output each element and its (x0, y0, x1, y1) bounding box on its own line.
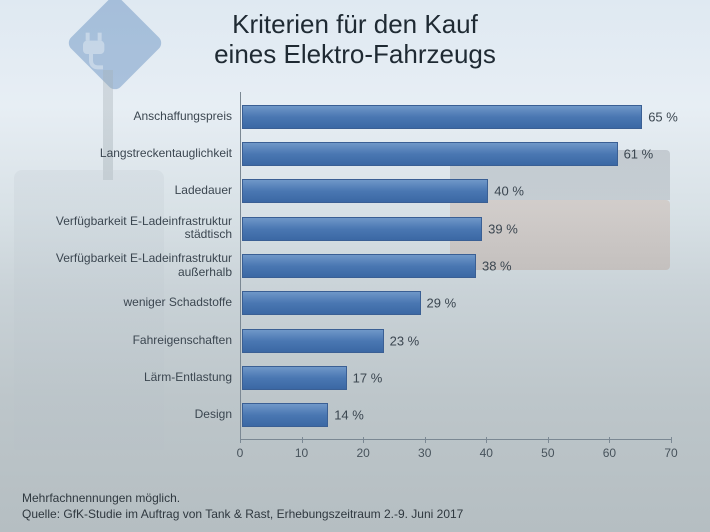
bar (242, 329, 384, 353)
category-label: Ladedauer (28, 184, 232, 198)
x-tick-label: 10 (295, 446, 308, 460)
bar (242, 142, 618, 166)
x-tick-label: 20 (356, 446, 369, 460)
category-label: Anschaffungspreis (28, 110, 232, 124)
x-tick-label: 70 (664, 446, 677, 460)
x-tick-label: 50 (541, 446, 554, 460)
chart-footer: Mehrfachnennungen möglich. Quelle: GfK-S… (22, 490, 463, 522)
x-tick-label: 60 (603, 446, 616, 460)
bar-row: Design 14 % (28, 401, 672, 429)
bar-row: Verfügbarkeit E-Ladeinfrastruktur städti… (28, 215, 672, 243)
bar (242, 254, 476, 278)
bar-rows: Anschaffungspreis65 % Langstreckentauglic… (28, 92, 672, 440)
bar-row: weniger Schadstoffe 29 % (28, 289, 672, 317)
value-label: 39 % (488, 221, 518, 236)
category-label: weniger Schadstoffe (28, 296, 232, 310)
x-tick-label: 0 (237, 446, 244, 460)
category-label: Verfügbarkeit E-Ladeinfrastruktur außerh… (28, 252, 232, 280)
value-label: 40 % (494, 184, 524, 199)
chart-title: Kriterien für den Kauf eines Elektro-Fah… (0, 10, 710, 70)
bar (242, 179, 488, 203)
value-label: 23 % (390, 333, 420, 348)
bar (242, 217, 482, 241)
category-label: Design (28, 408, 232, 422)
category-label: Fahreigenschaften (28, 334, 232, 348)
value-label: 38 % (482, 259, 512, 274)
bar (242, 403, 328, 427)
value-label: 29 % (427, 296, 457, 311)
bar-row: Lärm-Entlastung 17 % (28, 364, 672, 392)
bar (242, 366, 347, 390)
chart-title-line1: Kriterien für den Kauf (0, 10, 710, 40)
bar-row: Anschaffungspreis65 % (28, 103, 672, 131)
category-label: Lärm-Entlastung (28, 371, 232, 385)
bar-row: Verfügbarkeit E-Ladeinfrastruktur außerh… (28, 252, 672, 280)
value-label: 14 % (334, 408, 364, 423)
value-label: 65 % (648, 109, 678, 124)
x-axis-ticks: 010203040506070 (240, 440, 672, 468)
bar-row: Langstreckentauglichkeit 61 % (28, 140, 672, 168)
chart-title-line2: eines Elektro-Fahrzeugs (0, 40, 710, 70)
chart-canvas: Kriterien für den Kauf eines Elektro-Fah… (0, 0, 710, 532)
x-tick-label: 30 (418, 446, 431, 460)
category-label: Langstreckentauglichkeit (28, 147, 232, 161)
bar-chart: 010203040506070 Anschaffungspreis65 %Lan… (28, 92, 682, 468)
bar (242, 105, 642, 129)
bar (242, 291, 421, 315)
footer-line2: Quelle: GfK-Studie im Auftrag von Tank &… (22, 506, 463, 522)
bar-row: Ladedauer 40 % (28, 177, 672, 205)
bar-row: Fahreigenschaften 23 % (28, 327, 672, 355)
x-tick-label: 40 (480, 446, 493, 460)
category-label: Verfügbarkeit E-Ladeinfrastruktur städti… (28, 215, 232, 243)
value-label: 17 % (353, 371, 383, 386)
footer-line1: Mehrfachnennungen möglich. (22, 490, 463, 506)
value-label: 61 % (624, 147, 654, 162)
